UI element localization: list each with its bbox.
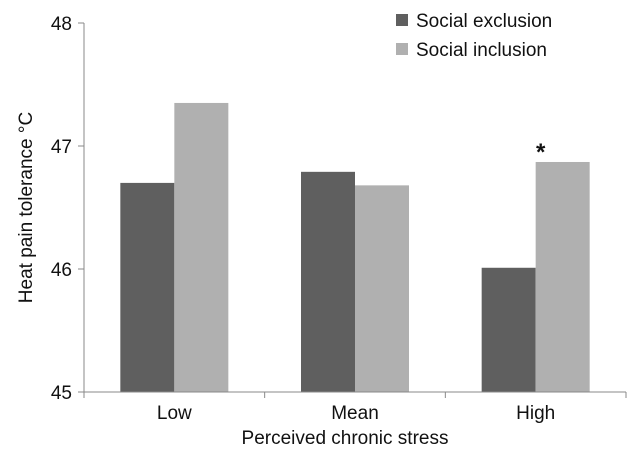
x-axis-title: Perceived chronic stress — [242, 428, 449, 449]
legend-swatch-social-exclusion — [396, 14, 408, 26]
legend-swatch-social-inclusion — [396, 43, 408, 55]
bar-social-exclusion-high — [481, 267, 536, 392]
y-tick-label: 45 — [51, 383, 72, 404]
bar-social-inclusion-low — [174, 102, 229, 392]
y-axis-ticks: 45 46 47 48 — [51, 14, 84, 404]
plot-area: * — [120, 102, 590, 392]
bar-social-exclusion-low — [120, 182, 175, 392]
y-tick-label: 48 — [51, 14, 72, 35]
legend: Social exclusion Social inclusion — [396, 11, 552, 61]
significance-asterisk: * — [536, 139, 546, 166]
y-axis-title: Heat pain tolerance °C — [16, 112, 37, 303]
x-tick-label: Mean — [331, 403, 379, 424]
x-axis-ticks: Low Mean High — [83, 392, 627, 424]
x-tick-label: Low — [157, 403, 192, 424]
legend-label: Social exclusion — [416, 11, 552, 32]
y-tick-label: 47 — [51, 137, 72, 158]
legend-label: Social inclusion — [416, 40, 547, 61]
x-tick-label: High — [516, 403, 555, 424]
y-tick-label: 46 — [51, 260, 72, 281]
bar-social-exclusion-mean — [301, 171, 355, 392]
bar-social-inclusion-high — [535, 161, 590, 392]
bar-social-inclusion-mean — [355, 185, 409, 392]
